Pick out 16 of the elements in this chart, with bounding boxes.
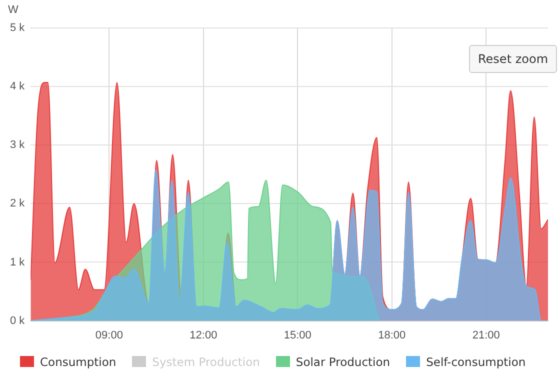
y-axis-title: W [8,4,18,16]
legend-label: Solar Production [296,355,390,369]
x-tick-label: 21:00 [472,329,500,342]
y-tick-label: 2 k [10,198,26,210]
x-tick-label: 09:00 [95,329,123,342]
y-tick-label: 3 k [10,139,26,152]
legend-label: Consumption [40,355,116,369]
y-tick-label: 1 k [10,256,26,268]
x-tick-label: 18:00 [378,329,406,342]
reset-zoom-button: Reset zoom [469,45,558,73]
x-tick-label: 15:00 [284,329,312,342]
y-tick-label: 0 k [10,314,26,327]
x-tick-label: 12:00 [190,329,218,342]
y-tick-label: 4 k [10,80,26,93]
y-tick-label: 5 k [10,22,26,34]
legend-label: Self-consumption [426,355,526,369]
